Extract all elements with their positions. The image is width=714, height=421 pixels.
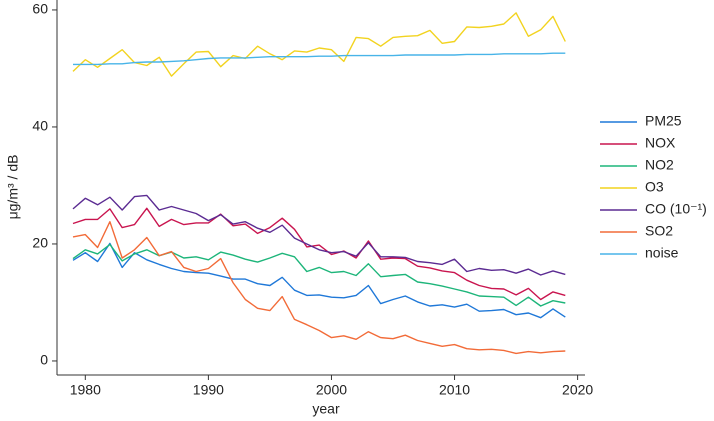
x-axis-label: year <box>312 401 340 417</box>
series-line <box>72 242 566 319</box>
legend-label: CO (10⁻¹) <box>645 201 707 217</box>
legend-label: SO2 <box>645 223 673 239</box>
x-tick-label: 1980 <box>70 382 101 398</box>
series-line <box>72 194 566 276</box>
y-tick-label: 20 <box>32 235 48 251</box>
series-line <box>72 221 566 355</box>
y-tick-label: 0 <box>40 352 48 368</box>
series-line <box>73 52 566 66</box>
series-line <box>72 12 566 77</box>
y-axis-label: μg/m³ / dB <box>5 155 21 220</box>
x-tick-label: 1990 <box>193 382 224 398</box>
legend-label: NOX <box>645 135 676 151</box>
series-line <box>72 243 566 307</box>
x-tick-label: 2010 <box>439 382 470 398</box>
legend-label: PM25 <box>645 113 682 129</box>
legend-label: noise <box>645 245 679 261</box>
legend-label: O3 <box>645 179 664 195</box>
series-line <box>72 207 566 301</box>
y-tick-label: 40 <box>32 118 48 134</box>
x-tick-label: 2020 <box>562 382 593 398</box>
legend-label: NO2 <box>645 157 674 173</box>
x-tick-label: 2000 <box>316 382 347 398</box>
y-tick-label: 60 <box>32 1 48 17</box>
